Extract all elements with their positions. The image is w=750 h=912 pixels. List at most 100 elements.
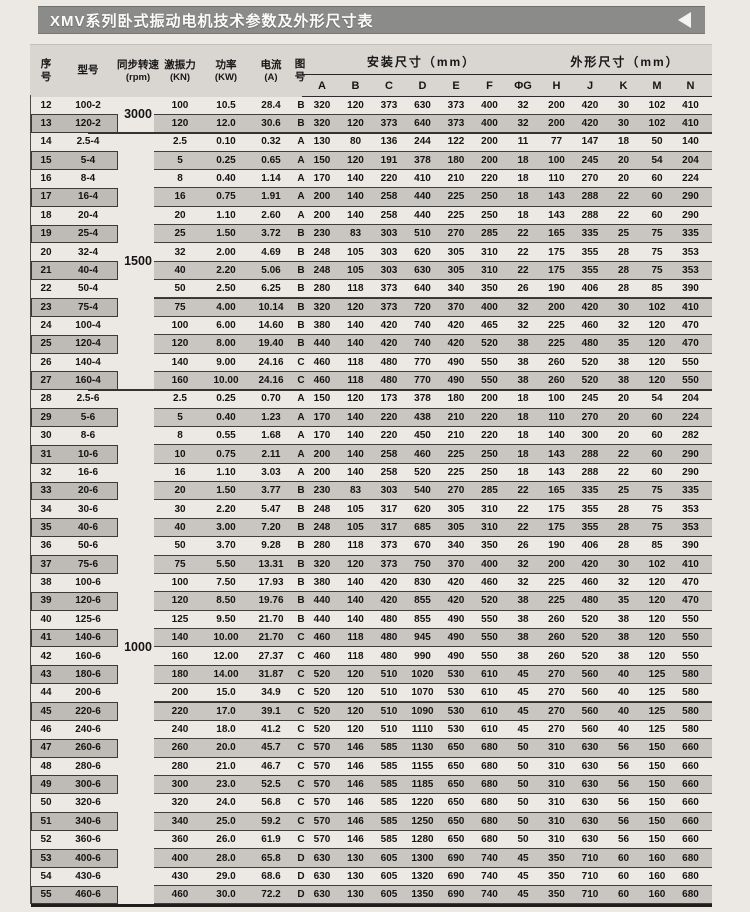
row-separator	[154, 481, 712, 483]
cell-dim-N: 660	[682, 834, 699, 846]
cell-dim-K: 38	[617, 632, 630, 644]
row-separator	[154, 113, 712, 115]
cell-dim-F: 465	[481, 320, 498, 332]
cell-dim-C: 420	[380, 595, 398, 607]
cell-dim-ΦG: 32	[517, 99, 529, 111]
cell-dim-A: 570	[313, 742, 331, 754]
cell-dim-D: 630	[414, 264, 431, 276]
cell-dim-B: 83	[349, 228, 362, 240]
cell-dim-E: 490	[447, 632, 465, 644]
cell-force: 340	[171, 815, 189, 827]
cell-dim-F: 550	[481, 375, 498, 387]
cell-dim-A: 440	[313, 338, 331, 350]
cell-dim-J: 630	[581, 834, 599, 846]
row-separator	[154, 426, 712, 428]
page-title: XMV系列卧式振动电机技术参数及外形尺寸表	[50, 12, 374, 30]
cell-current: 72.2	[261, 889, 281, 901]
cell-dim-ΦG: 38	[517, 650, 529, 662]
table-row: 37 75-6 75 5.50 13.31 B 320 120 373 750 370 400 32 20…	[30, 554, 712, 574]
cell-force: 2.5	[173, 136, 187, 148]
table-row: 29 5-6 5 0.40 1.23 A 170 140 220 438 210 220 18 110 27…	[30, 407, 712, 428]
cell-dim-M: 102	[648, 99, 666, 111]
row-shade-left	[31, 187, 118, 207]
cell-dim-K: 40	[617, 668, 630, 680]
cell-dim-H: 310	[548, 779, 565, 791]
cell-dim-C: 373	[380, 99, 398, 111]
cell-dim-K: 56	[617, 815, 630, 827]
left-triangle-icon[interactable]	[678, 12, 691, 28]
table-bottom-rule	[31, 904, 712, 907]
row-shade-left	[31, 224, 118, 244]
cell-force: 320	[171, 797, 189, 809]
row-separator	[154, 187, 712, 189]
cell-power: 7.50	[216, 577, 236, 589]
cell-dim-E: 305	[447, 522, 465, 534]
cell-dim-C: 510	[380, 724, 398, 736]
cell-force: 40	[174, 264, 186, 276]
row-separator	[154, 793, 712, 795]
cell-dim-M: 60	[651, 448, 663, 460]
cell-dim-D: 438	[414, 411, 431, 423]
cell-dim-E: 180	[447, 393, 465, 405]
cell-dim-K: 20	[617, 173, 630, 185]
row-separator	[154, 719, 712, 721]
cell-dim-N: 282	[682, 430, 699, 442]
table-row: 24 100-4 100 6.00 14.60 B 380 140 420 740 420 465 32…	[30, 316, 712, 336]
cell-dim-E: 490	[447, 356, 465, 368]
cell-dim-ΦG: 32	[517, 118, 529, 130]
cell-dim-J: 460	[581, 577, 599, 589]
cell-dim-M: 125	[648, 687, 666, 699]
cell-dim-E: 530	[447, 668, 465, 680]
cell-dim-F: 610	[481, 687, 498, 699]
cell-serial: 33	[40, 485, 52, 497]
row-separator	[154, 830, 712, 832]
row-shade-left	[31, 151, 118, 170]
table-row: 46 240-6 240 18.0 41.2 C 520 120 510 1110 530 610 45…	[30, 720, 712, 740]
cell-dim-J: 355	[581, 503, 599, 515]
cell-dim-A: 150	[313, 154, 331, 166]
table-row: 18 20-4 20 1.10 2.60 A 200 140 258 440 225 250 18 143…	[30, 206, 712, 226]
cell-dim-J: 335	[581, 485, 599, 497]
cell-dim-D: 1185	[411, 779, 434, 791]
cell-dim-C: 585	[380, 760, 398, 772]
cell-current: 19.40	[258, 338, 284, 350]
cell-dim-K: 28	[617, 246, 630, 258]
cell-serial: 41	[40, 632, 52, 644]
cell-dim-N: 550	[682, 356, 699, 368]
row-separator	[154, 370, 712, 372]
row-shade-left	[31, 408, 118, 428]
cell-dim-N: 470	[682, 595, 699, 607]
cell-dim-J: 520	[581, 650, 599, 662]
cell-dim-J: 630	[581, 797, 599, 809]
cell-dim-J: 630	[581, 742, 599, 754]
cell-dim-K: 38	[617, 375, 630, 387]
cell-drawing: C	[297, 834, 305, 846]
cell-dim-H: 143	[548, 448, 565, 460]
cell-model: 100-2	[75, 99, 101, 111]
cell-dim-H: 260	[548, 375, 565, 387]
cell-force: 100	[171, 320, 189, 332]
cell-current: 27.37	[258, 650, 284, 662]
cell-dim-D: 740	[414, 338, 431, 350]
row-separator	[154, 609, 712, 611]
col-header-dim-F: F	[486, 80, 493, 92]
cell-power: 9.50	[216, 613, 236, 625]
cell-drawing: A	[297, 411, 305, 423]
cell-dim-E: 690	[447, 852, 465, 864]
cell-dim-H: 140	[548, 430, 565, 442]
cell-dim-B: 120	[347, 99, 364, 111]
cell-dim-D: 1130	[411, 742, 434, 754]
cell-dim-H: 175	[548, 246, 565, 258]
cell-dim-A: 570	[313, 760, 331, 772]
speed-group-label: 1500	[124, 254, 152, 269]
table-row: 30 8-6 8 0.55 1.68 A 170 140 220 450 210 220 18 140 30…	[30, 427, 712, 446]
cell-dim-A: 248	[313, 264, 331, 276]
cell-dim-F: 285	[481, 228, 498, 240]
cell-dim-B: 140	[347, 613, 364, 625]
cell-dim-F: 740	[481, 889, 498, 901]
cell-serial: 48	[40, 760, 52, 772]
cell-dim-D: 1250	[411, 815, 434, 827]
table-row: 49 300-6 300 23.0 52.5 C 570 146 585 1185 650 680 50…	[30, 774, 712, 795]
cell-power: 0.75	[216, 191, 236, 203]
cell-serial: 23	[40, 301, 52, 313]
